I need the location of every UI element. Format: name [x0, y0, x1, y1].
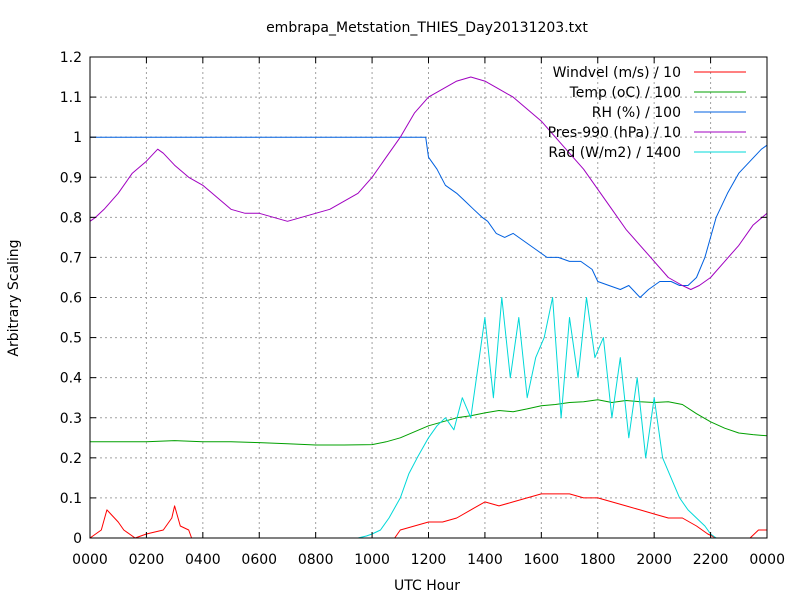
x-axis-label: UTC Hour	[394, 578, 460, 594]
series-line-2	[90, 399, 768, 446]
y-tick-label: 0.7	[60, 250, 82, 266]
x-tick-label: 2000	[636, 552, 672, 568]
legend-label: RH (%) / 100	[592, 105, 681, 121]
y-tick-label: 0.1	[60, 491, 82, 507]
x-tick-label: 2200	[693, 552, 729, 568]
series-line-3	[90, 136, 768, 298]
tick-layer: 0 0.1 0.2 0.3 0.4 0.5 0.6 0.7 0.8 0.9 1 1.1 1.2 0000 0…	[60, 50, 785, 568]
x-tick-label: 1200	[411, 552, 447, 568]
series-line-4	[89, 76, 768, 290]
y-tick-label: 0.6	[60, 291, 82, 307]
y-tick-label: 0.3	[60, 411, 82, 427]
y-tick-label: 0.8	[60, 210, 82, 226]
series-layer	[89, 76, 768, 539]
x-tick-label: 1400	[467, 552, 503, 568]
y-tick-label: 0	[73, 531, 82, 547]
x-tick-label: 0400	[185, 552, 221, 568]
x-tick-label: 0800	[298, 552, 334, 568]
x-tick-label: 0000	[72, 552, 108, 568]
legend-label: Pres-990 (hPa) / 10	[548, 125, 681, 141]
y-tick-label: 1.2	[60, 50, 82, 66]
y-tick-label: 0.4	[60, 371, 82, 387]
x-tick-label: 1000	[354, 552, 390, 568]
legend-label: Rad (W/m2) / 1400	[548, 145, 681, 161]
x-tick-label: 1800	[580, 552, 616, 568]
y-axis-label: Arbitrary Scaling	[6, 239, 22, 356]
y-tick-label: 1.1	[60, 90, 82, 106]
legend: Windvel (m/s) / 10 Temp (oC) / 100 RH (%) …	[548, 65, 746, 161]
legend-label: Windvel (m/s) / 10	[553, 65, 681, 81]
chart-title: embrapa_Metstation_THIES_Day20131203.txt	[266, 20, 588, 36]
y-tick-label: 0.2	[60, 451, 82, 467]
x-tick-label: 0600	[241, 552, 277, 568]
y-tick-label: 0.9	[60, 170, 82, 186]
series-line-1	[89, 493, 767, 539]
legend-label: Temp (oC) / 100	[569, 85, 681, 101]
y-tick-label: 0.5	[60, 331, 82, 347]
y-tick-label: 1	[73, 130, 82, 146]
x-tick-label: 0000	[749, 552, 785, 568]
series-line-5	[90, 297, 767, 539]
x-tick-label: 1600	[524, 552, 560, 568]
x-tick-label: 0200	[129, 552, 165, 568]
